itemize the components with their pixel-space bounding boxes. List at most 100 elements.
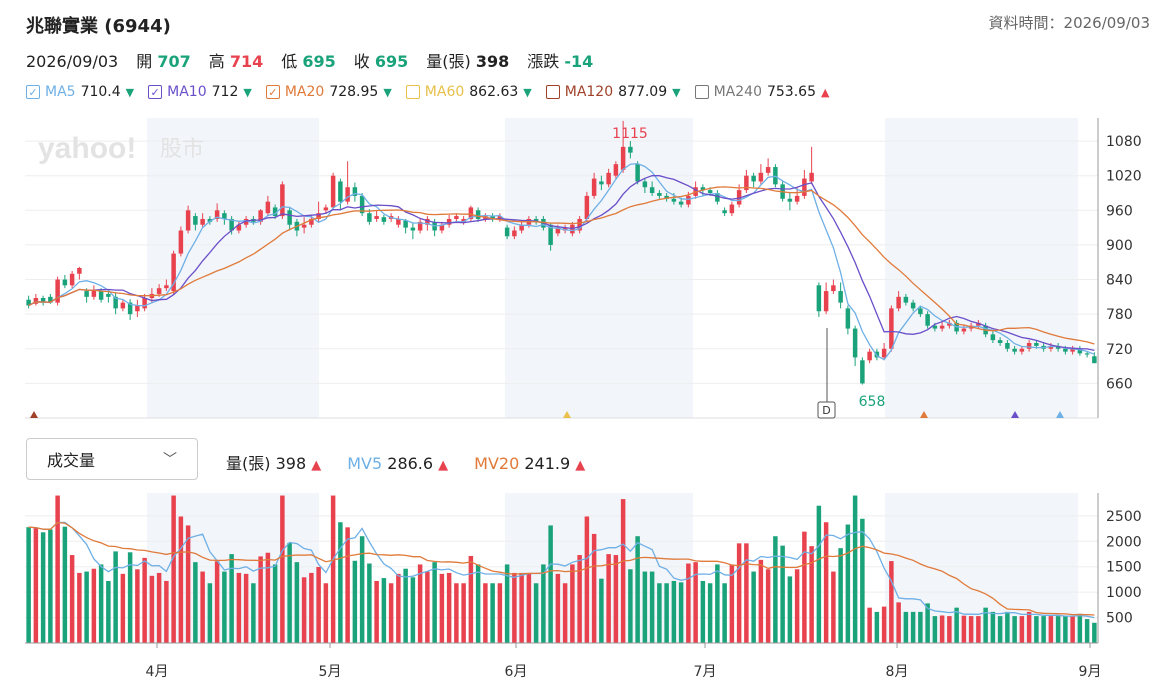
candle-body[interactable] — [98, 291, 104, 300]
volume-bar[interactable] — [947, 616, 952, 643]
volume-bar[interactable] — [954, 607, 959, 643]
volume-bar[interactable] — [925, 603, 930, 643]
candle-body[interactable] — [1012, 348, 1017, 352]
candle-body[interactable] — [976, 322, 981, 326]
volume-bar[interactable] — [997, 616, 1003, 643]
candle-body[interactable] — [802, 178, 807, 196]
candle-body[interactable] — [1063, 348, 1068, 352]
candle-body[interactable] — [562, 227, 568, 231]
candle-body[interactable] — [91, 289, 97, 297]
candle-body[interactable] — [903, 296, 909, 303]
volume-bar[interactable] — [490, 583, 495, 643]
marker-box[interactable] — [817, 401, 836, 419]
volume-bar[interactable] — [1063, 616, 1068, 643]
volume-bar[interactable] — [562, 583, 568, 643]
volume-bar[interactable] — [69, 555, 75, 643]
candle-body[interactable] — [794, 195, 800, 202]
candle-body[interactable] — [497, 216, 503, 219]
volume-bar[interactable] — [541, 564, 546, 643]
candle-body[interactable] — [787, 198, 793, 202]
candle-body[interactable] — [164, 285, 169, 289]
volume-bar[interactable] — [555, 573, 561, 643]
candle-body[interactable] — [664, 195, 669, 199]
candle-body[interactable] — [765, 167, 771, 173]
volume-bar[interactable] — [620, 499, 626, 643]
volume-bar[interactable] — [396, 573, 401, 643]
volume-bar[interactable] — [512, 572, 517, 643]
ma20-toggle[interactable]: ✓ MA20 728.95 ▼ — [265, 84, 392, 100]
candle-body[interactable] — [120, 302, 126, 309]
candle-body[interactable] — [555, 227, 561, 234]
candle-body[interactable] — [200, 218, 205, 225]
volume-bar[interactable] — [548, 525, 553, 643]
volume-bar[interactable] — [519, 572, 524, 643]
volume-bar[interactable] — [816, 505, 822, 643]
candle-body[interactable] — [599, 181, 604, 185]
volume-bar[interactable] — [1077, 613, 1083, 643]
candle-body[interactable] — [896, 296, 901, 309]
volume-bar[interactable] — [171, 495, 176, 643]
candle-body[interactable] — [649, 187, 655, 193]
candle-body[interactable] — [156, 288, 162, 294]
volume-bar[interactable] — [106, 580, 111, 643]
candle-body[interactable] — [280, 184, 285, 217]
volume-bar[interactable] — [874, 611, 880, 643]
volume-bar[interactable] — [330, 495, 336, 643]
candle-body[interactable] — [729, 204, 735, 214]
candle-body[interactable] — [939, 325, 945, 329]
volume-bar[interactable] — [156, 572, 162, 643]
candle-body[interactable] — [736, 190, 742, 205]
candle-body[interactable] — [287, 210, 292, 225]
candle-body[interactable] — [889, 308, 894, 349]
volume-bar[interactable] — [1084, 619, 1090, 643]
volume-bar[interactable] — [686, 563, 691, 643]
volume-bar[interactable] — [185, 525, 191, 643]
candle-body[interactable] — [214, 210, 220, 219]
volume-bar[interactable] — [280, 495, 285, 643]
volume-bar[interactable] — [591, 533, 597, 643]
volume-bar[interactable] — [309, 572, 314, 643]
volume-bar[interactable] — [896, 602, 901, 643]
candle-body[interactable] — [816, 285, 822, 312]
volume-bar[interactable] — [1048, 616, 1054, 643]
volume-bar[interactable] — [1026, 611, 1032, 643]
candle-body[interactable] — [272, 207, 278, 217]
candle-body[interactable] — [258, 210, 263, 222]
volume-bar[interactable] — [932, 616, 938, 643]
candle-body[interactable] — [947, 322, 952, 326]
volume-bar[interactable] — [606, 554, 611, 643]
volume-bar[interactable] — [236, 572, 242, 643]
volume-bar[interactable] — [193, 562, 198, 643]
volume-bar[interactable] — [1055, 616, 1061, 643]
candle-body[interactable] — [700, 187, 706, 191]
candle-body[interactable] — [381, 217, 387, 222]
candle-body[interactable] — [715, 193, 720, 202]
volume-bar[interactable] — [207, 583, 213, 643]
volume-bar[interactable] — [707, 583, 713, 643]
volume-bar[interactable] — [229, 554, 234, 643]
volume-bar[interactable] — [903, 611, 909, 643]
candle-body[interactable] — [265, 201, 271, 214]
volume-bar[interactable] — [388, 583, 394, 643]
candle-body[interactable] — [309, 218, 314, 225]
volume-bar[interactable] — [55, 495, 60, 643]
candle-body[interactable] — [845, 308, 851, 329]
volume-bar[interactable] — [483, 583, 488, 643]
candle-body[interactable] — [512, 230, 517, 237]
ma120-toggle[interactable]: MA120 877.09 ▼ — [545, 84, 681, 100]
volume-bar[interactable] — [135, 569, 140, 643]
volume-bar[interactable] — [1005, 611, 1010, 643]
volume-bar[interactable] — [403, 568, 408, 643]
candle-body[interactable] — [359, 195, 365, 214]
volume-bar[interactable] — [164, 580, 169, 643]
volume-bar[interactable] — [649, 571, 655, 643]
candle-body[interactable] — [932, 325, 938, 329]
candle-body[interactable] — [62, 279, 68, 286]
candle-body[interactable] — [468, 207, 474, 219]
candle-body[interactable] — [722, 210, 727, 214]
volume-bar[interactable] — [26, 527, 31, 643]
volume-bar[interactable] — [802, 531, 807, 643]
volume-bar[interactable] — [84, 571, 89, 643]
volume-bar[interactable] — [693, 562, 698, 643]
